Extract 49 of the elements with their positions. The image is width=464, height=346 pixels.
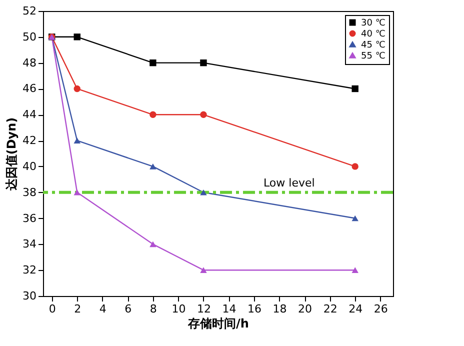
x-tick-label: 20 [298, 302, 312, 316]
y-tick-label: 50 [22, 30, 36, 44]
point [352, 85, 358, 92]
x-tick-label: 4 [99, 302, 106, 316]
point [74, 189, 80, 196]
point [200, 267, 207, 273]
y-tick-label: 42 [22, 134, 36, 148]
legend-label: 40 ℃ [361, 30, 386, 40]
ref-line-label: Low level [264, 176, 315, 190]
legend-label: 55 ℃ [361, 52, 386, 62]
point [352, 267, 358, 273]
legend-label: 45 ℃ [361, 40, 386, 50]
y-tick-label: 36 [22, 212, 36, 225]
y-tick-label: 40 [22, 160, 36, 173]
y-tick-label: 34 [22, 238, 36, 251]
point [150, 111, 156, 118]
x-tick-label: 2 [74, 302, 82, 316]
y-tick-label: 48 [22, 56, 36, 70]
point [200, 59, 207, 66]
y-tick-label: 30 [22, 290, 36, 302]
x-tick-label: 24 [348, 302, 363, 316]
x-tick-label: 18 [272, 302, 287, 316]
point [352, 163, 358, 170]
x-tick-label: 16 [248, 302, 262, 316]
y-axis-title: 达因值(Dyn) [4, 117, 19, 192]
point [150, 241, 156, 248]
x-tick-label: 0 [48, 302, 56, 316]
point [200, 111, 207, 118]
y-tick-label: 44 [22, 108, 36, 122]
legend-label: 30 ℃ [361, 18, 386, 28]
point [150, 59, 156, 66]
point [74, 138, 80, 144]
x-tick-label: 26 [374, 302, 388, 316]
x-tick-label: 6 [124, 302, 132, 316]
point [352, 215, 358, 222]
point [200, 189, 207, 196]
x-tick-label: 10 [172, 302, 186, 316]
y-tick-label: 46 [22, 82, 36, 96]
y-tick-label: 52 [22, 4, 36, 18]
x-tick-label: 22 [323, 302, 338, 316]
x-tick-label: 12 [196, 302, 211, 316]
y-tick-label: 38 [22, 186, 36, 199]
point [150, 164, 156, 170]
x-tick-label: 14 [222, 302, 236, 316]
y-tick-label: 32 [22, 264, 36, 277]
x-tick-label: 8 [150, 302, 157, 316]
point [74, 34, 80, 40]
x-axis-title: 存储时间/h [187, 316, 249, 330]
point [74, 85, 80, 92]
